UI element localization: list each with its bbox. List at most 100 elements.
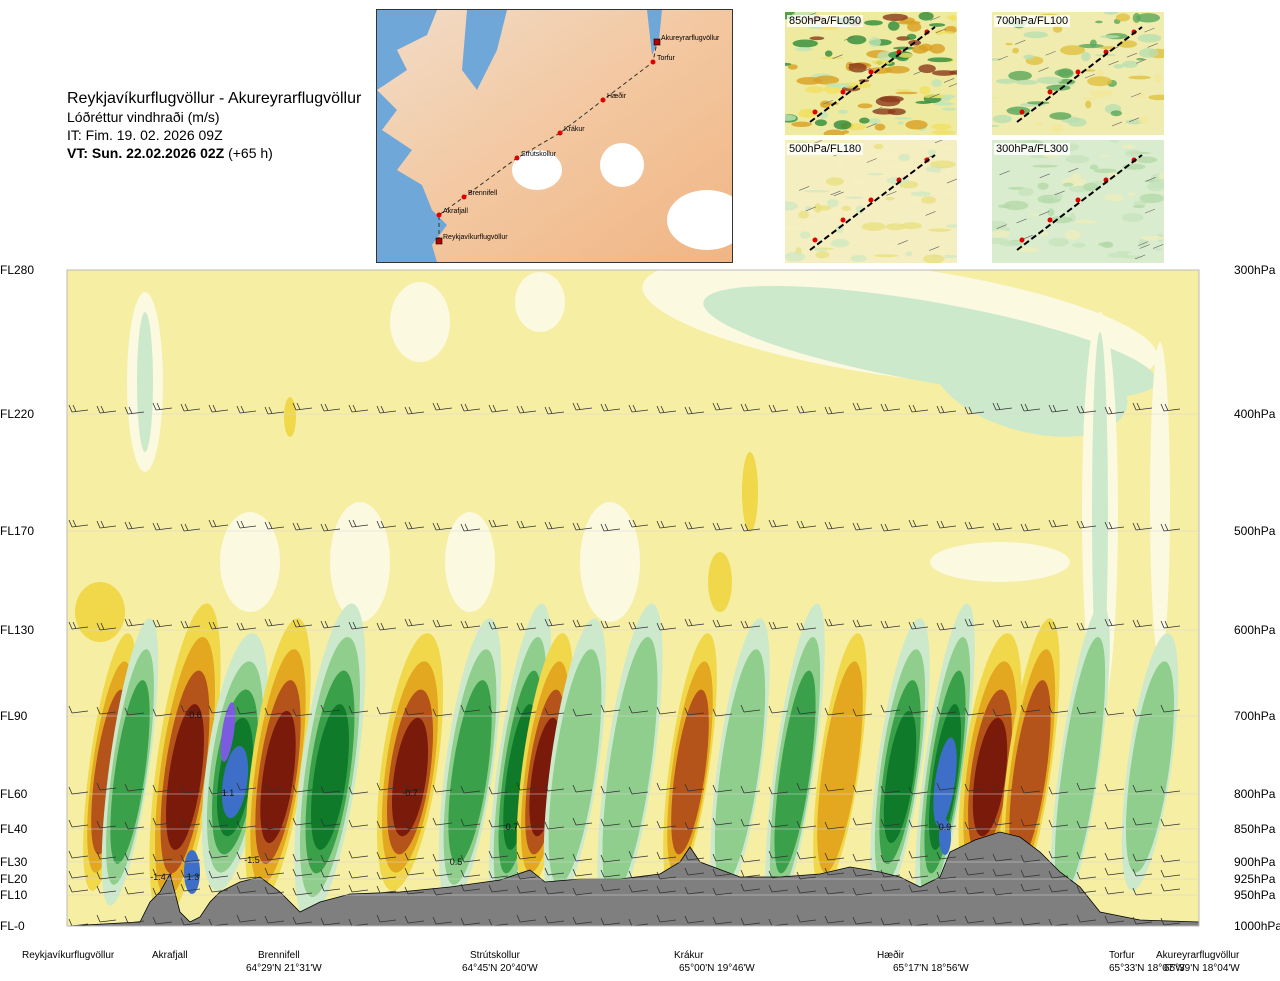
wind-barb <box>184 267 200 269</box>
wind-barb <box>1107 526 1125 530</box>
wind-barb <box>463 874 481 878</box>
wind-barb-flag <box>124 915 129 924</box>
wind-barb <box>743 859 761 863</box>
wind-barb-flag <box>236 871 241 880</box>
wind-barb <box>407 891 425 895</box>
wind-barb <box>267 920 285 924</box>
wind-barb-flag <box>544 783 549 792</box>
wind-barb <box>547 411 565 415</box>
mini-map-barb <box>1147 43 1158 48</box>
wind-barb <box>1135 873 1153 877</box>
wind-barb-flag <box>656 914 661 923</box>
wind-barb-flag <box>908 884 913 893</box>
flight-level-label: FL30 <box>0 855 28 869</box>
wind-barb <box>267 872 285 876</box>
wind-barb <box>491 875 509 879</box>
wind-barb <box>855 527 873 531</box>
mini-map-field <box>803 189 830 193</box>
wind-barb <box>1023 528 1041 532</box>
mini-map-field <box>1089 164 1099 170</box>
wind-barb <box>99 711 117 715</box>
wind-barb <box>491 889 509 893</box>
wind-barb <box>939 627 957 631</box>
mini-map-field <box>813 203 822 213</box>
mini-map-field <box>1049 123 1063 134</box>
wind-barb <box>939 825 957 829</box>
wind-barb-flag <box>404 406 409 415</box>
route-location-coord: 64°29'N 21°31'W <box>246 963 322 974</box>
wind-barb-flag <box>912 621 917 629</box>
mini-map-field <box>895 91 918 95</box>
contour-value-label: 0.7 <box>506 822 519 832</box>
wind-barb <box>603 790 621 794</box>
mini-map-barb <box>943 78 955 83</box>
wind-barb-flag <box>544 915 549 924</box>
mini-map-barb <box>1144 27 1155 33</box>
mini-map-barb <box>830 190 841 196</box>
wind-barb <box>1079 825 1097 829</box>
mini-map-field <box>1127 192 1136 197</box>
wind-barb <box>799 711 817 715</box>
wind-barb-flag <box>852 619 857 628</box>
wind-barb <box>1079 876 1097 880</box>
wind-barb-flag <box>292 817 297 826</box>
mini-map-field <box>929 160 956 169</box>
wind-barb <box>771 626 789 630</box>
wind-barb-flag <box>208 850 213 859</box>
wind-barb-flag <box>41 786 44 793</box>
wind-barb <box>379 627 397 631</box>
mini-map-barb <box>946 178 957 184</box>
mini-map-field <box>785 251 806 262</box>
route-location-name: Hæðir <box>877 950 905 961</box>
wind-barb-flag <box>320 917 325 926</box>
wind-barb <box>547 891 565 895</box>
mini-map-field <box>1072 242 1086 248</box>
mini-map-field <box>824 50 833 57</box>
wind-barb <box>799 890 817 894</box>
mini-map-500: 500hPa/FL180 <box>785 140 957 263</box>
mini-map-field <box>1082 97 1097 101</box>
wind-barb-flag <box>380 622 385 630</box>
mini-map-barb <box>996 224 1007 229</box>
wind-barb <box>1023 709 1041 713</box>
mini-map-field <box>826 198 839 208</box>
wind-barb-flag <box>992 784 997 793</box>
wind-barb-flag <box>661 262 664 266</box>
wind-barb-flag <box>184 403 189 411</box>
wind-barb-flag <box>124 852 129 861</box>
wind-barb-flag <box>208 404 213 413</box>
wind-barb <box>1163 874 1181 878</box>
wind-barb <box>799 627 817 631</box>
mini-map-barb <box>948 83 957 88</box>
wind-barb-flag <box>269 262 272 267</box>
mini-map-field <box>1104 193 1124 202</box>
wind-barb-flag <box>180 785 185 794</box>
wind-barb-flag <box>1048 819 1053 828</box>
wind-barb-flag <box>824 867 829 876</box>
wind-barb <box>799 919 817 923</box>
wind-barb-flag <box>409 262 412 267</box>
wind-barb-flag <box>180 704 185 713</box>
wind-barb-flag <box>376 914 381 923</box>
wind-barb <box>44 529 60 531</box>
title-block: Reykjavíkurflugvöllur - Akureyrarflugvöl… <box>67 90 361 162</box>
wind-barb <box>1107 411 1125 415</box>
wind-barb-flag <box>96 782 101 791</box>
wind-barb <box>1107 826 1125 830</box>
mini-map-field <box>873 143 884 150</box>
mini-map-field <box>1015 246 1040 253</box>
wind-barb-flag <box>740 917 745 926</box>
mini-map-field <box>1029 213 1041 216</box>
updraft-band <box>714 649 766 885</box>
pressure-level-label: 300hPa <box>1234 263 1276 277</box>
wind-barb <box>323 888 341 892</box>
wind-barb-flag <box>572 868 577 877</box>
flight-level-label: FL220 <box>0 407 35 421</box>
route-title: Reykjavíkurflugvöllur - Akureyrarflugvöl… <box>67 90 362 107</box>
wind-barb-flag <box>1025 262 1028 269</box>
wind-barb-flag <box>100 622 105 630</box>
wind-barb-flag <box>124 886 129 895</box>
wind-barb-flag <box>321 262 324 269</box>
mini-map-field <box>992 114 1012 124</box>
mini-map-barb <box>1039 211 1050 216</box>
